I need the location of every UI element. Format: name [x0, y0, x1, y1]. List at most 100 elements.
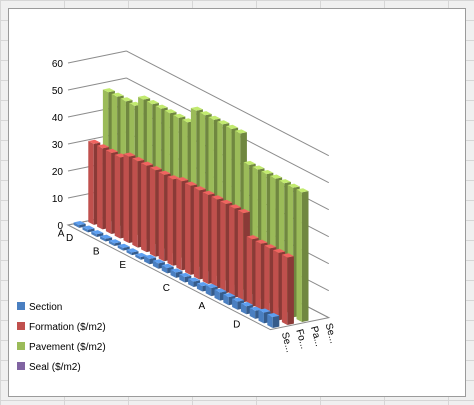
bar-top-face: [296, 188, 309, 193]
sheet-gridline: [0, 0, 1, 405]
bar-top-face: [123, 152, 136, 157]
depth-tick-label: Se...: [323, 322, 339, 345]
bar-top-face: [255, 239, 268, 244]
bar-top-face: [141, 161, 154, 166]
chart-area[interactable]: 0 10 20 30 40 50 60 A D B E C A D Se... Fo... Pa... Se...…: [8, 8, 466, 397]
y-tick-label: 10: [52, 194, 64, 205]
bar-front-face: [281, 254, 288, 325]
bar-front-face: [144, 256, 150, 265]
bar-front-face: [232, 298, 238, 310]
bar-top-face: [91, 230, 104, 235]
depth-tick-label: Se...: [279, 331, 295, 354]
bar-front-face: [258, 309, 264, 324]
bar-top-face: [226, 124, 239, 129]
bar-front-face: [205, 285, 212, 297]
bar-front-face: [149, 167, 156, 257]
bar-front-face: [237, 210, 244, 303]
bar-top-face: [185, 181, 198, 186]
bar-0-0: [73, 220, 86, 228]
side-gridline: [67, 50, 127, 64]
bar-front-face: [167, 176, 173, 266]
bar-side-face: [79, 223, 86, 228]
sheet-gridline: [0, 0, 474, 1]
bar-front-face: [240, 303, 247, 315]
legend-swatch: [17, 362, 25, 370]
bar-top-face: [120, 97, 133, 102]
bar-0-11: [170, 268, 183, 278]
legend-swatch: [17, 342, 25, 350]
bar-front-face: [152, 260, 159, 269]
bar-0-15: [205, 283, 218, 297]
legend-label: Pavement ($/m2): [29, 342, 106, 353]
bar-side-face: [272, 315, 280, 328]
bar-front-face: [88, 141, 94, 225]
bar-top-face: [249, 306, 262, 311]
bar-side-face: [287, 256, 294, 325]
bar-top-face: [287, 183, 300, 188]
bar-top-face: [234, 129, 247, 134]
bar-side-face: [123, 246, 130, 251]
bar-1-22: [281, 253, 294, 325]
bar-2-22: [296, 188, 309, 322]
bar-top-face: [252, 165, 265, 170]
bar-top-face: [223, 292, 236, 298]
back-gridline: [126, 50, 330, 157]
bar-front-face: [141, 162, 147, 253]
y-tick-label: 60: [52, 59, 64, 70]
bar-top-face: [270, 174, 283, 179]
bar-top-face: [264, 244, 277, 249]
depth-tick-label: Fo...: [293, 328, 309, 350]
bar-front-face: [97, 145, 103, 230]
bar-top-face: [261, 169, 274, 175]
x-tick-label: D: [233, 319, 240, 330]
bar-top-face: [82, 225, 95, 230]
legend-swatch: [17, 302, 25, 310]
bar-top-face: [152, 259, 165, 264]
bar-front-face: [100, 235, 106, 242]
bar-front-face: [91, 231, 97, 237]
bar-side-face: [301, 191, 309, 322]
bar-top-face: [176, 177, 189, 182]
bar-top-face: [273, 248, 286, 253]
bar-top-face: [167, 175, 180, 180]
bar-0-5: [117, 243, 130, 251]
x-tick-label: A: [58, 228, 65, 239]
side-gridline: [67, 77, 127, 91]
bar-top-face: [196, 281, 209, 287]
x-tick-label: E: [119, 260, 126, 271]
x-tick-label: A: [199, 301, 206, 312]
bar-front-face: [105, 150, 112, 234]
bar-0-22: [267, 312, 280, 328]
bar-front-face: [223, 294, 229, 306]
bar-front-face: [229, 205, 235, 298]
bar-top-face: [281, 253, 294, 258]
sheet-gridline: [0, 400, 474, 401]
bar-top-face: [126, 248, 139, 253]
bar-front-face: [246, 236, 253, 307]
bar-top-face: [278, 179, 291, 184]
bar-front-face: [132, 158, 138, 248]
bar-top-face: [237, 208, 250, 214]
bar-top-face: [202, 190, 215, 195]
bar-front-face: [273, 250, 279, 321]
bar-top-face: [193, 186, 206, 191]
legend-label: Seal ($/m2): [29, 362, 81, 373]
bar-top-face: [144, 254, 157, 259]
bar-front-face: [249, 307, 256, 319]
bar-top-face: [105, 148, 118, 153]
bar-top-face: [102, 88, 115, 93]
bar-front-face: [108, 240, 115, 247]
bar-top-face: [208, 115, 221, 120]
legend-label: Section: [29, 302, 62, 313]
bar-top-face: [138, 95, 151, 100]
bar-top-face: [111, 92, 124, 97]
bar-top-face: [267, 312, 280, 318]
bar-top-face: [220, 199, 233, 205]
y-tick-label: 50: [52, 86, 64, 97]
bar-front-face: [202, 192, 209, 285]
bar-top-face: [108, 239, 121, 244]
bar-front-face: [158, 172, 165, 262]
bar-top-face: [232, 297, 245, 302]
bar-top-face: [117, 243, 130, 248]
